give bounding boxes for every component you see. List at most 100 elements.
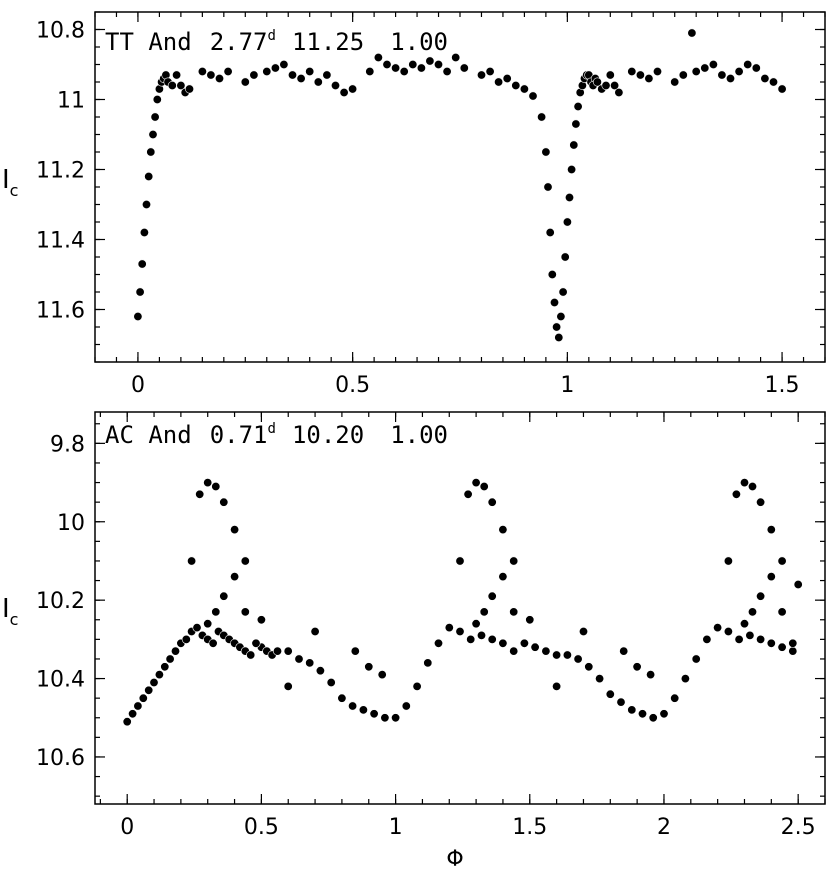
data-point <box>133 311 143 321</box>
x-axis-label: Φ <box>446 847 463 872</box>
data-point <box>283 681 293 691</box>
data-point <box>251 638 261 648</box>
data-point <box>459 63 469 73</box>
y-tick-label: 10.4 <box>36 668 85 693</box>
data-point <box>605 70 615 80</box>
data-point <box>549 297 559 307</box>
data-point <box>545 228 555 238</box>
y-tick-label: 9.8 <box>50 432 85 457</box>
data-point <box>246 650 256 660</box>
star-name: TT And <box>105 28 192 56</box>
data-point <box>766 572 776 582</box>
data-point <box>365 67 375 77</box>
data-point <box>219 497 229 507</box>
data-point <box>509 556 519 566</box>
x-tick-label: 2 <box>657 815 671 840</box>
data-point <box>455 556 465 566</box>
data-point <box>230 572 240 582</box>
data-point <box>632 662 642 672</box>
y-label-main: I <box>2 594 10 624</box>
data-point <box>150 112 160 122</box>
data-point <box>713 623 723 633</box>
points-top <box>133 28 787 342</box>
data-point <box>144 685 154 695</box>
plot-frame-bottom <box>94 411 826 805</box>
data-point <box>451 52 461 62</box>
period-unit: d <box>268 28 276 44</box>
data-point <box>610 81 620 91</box>
data-point <box>160 662 170 672</box>
data-point <box>337 693 347 703</box>
data-point <box>310 626 320 636</box>
data-point <box>423 658 433 668</box>
data-point <box>192 623 202 633</box>
data-point <box>223 67 233 77</box>
data-point <box>442 67 452 77</box>
data-point <box>176 81 186 91</box>
data-point <box>215 74 225 84</box>
data-point <box>165 654 175 664</box>
data-point <box>571 119 581 129</box>
data-point <box>391 713 401 723</box>
data-point <box>723 626 733 636</box>
data-point <box>569 140 579 150</box>
data-point <box>305 658 315 668</box>
data-point <box>479 607 489 617</box>
data-point <box>616 697 626 707</box>
y-axis-label-bottom: Ic <box>2 594 18 629</box>
data-point <box>745 630 755 640</box>
data-point <box>154 670 164 680</box>
data-point <box>670 77 680 87</box>
y-label-sub: c <box>10 181 19 200</box>
data-point <box>734 634 744 644</box>
data-point <box>471 619 481 629</box>
data-point <box>498 525 508 535</box>
data-point <box>605 689 615 699</box>
data-point <box>614 88 624 98</box>
data-point <box>498 572 508 582</box>
data-point <box>313 77 323 87</box>
data-point <box>541 646 551 656</box>
data-point <box>766 525 776 535</box>
data-point <box>725 74 735 84</box>
data-point <box>339 88 349 98</box>
data-point <box>348 701 358 711</box>
data-point <box>777 84 787 94</box>
data-point <box>578 626 588 636</box>
data-point <box>208 638 218 648</box>
data-point <box>471 478 481 488</box>
data-point <box>171 646 181 656</box>
y-tick-label: 11.6 <box>36 299 85 324</box>
x-tick-label: 0.5 <box>244 815 279 840</box>
data-point <box>637 709 647 719</box>
data-point <box>206 70 216 80</box>
data-point <box>144 172 154 182</box>
data-point <box>717 70 727 80</box>
data-point <box>756 497 766 507</box>
data-point <box>364 662 374 672</box>
data-point <box>627 705 637 715</box>
data-point <box>466 634 476 644</box>
data-point <box>279 59 289 69</box>
data-point <box>756 634 766 644</box>
y-tick-label: 10 <box>57 511 85 536</box>
data-point <box>592 77 602 87</box>
data-point <box>172 70 182 80</box>
data-point <box>262 67 272 77</box>
period-unit: d <box>268 421 276 437</box>
data-point <box>747 607 757 617</box>
data-point <box>240 77 250 87</box>
x-tick-label: 0.5 <box>335 373 370 398</box>
data-point <box>408 59 418 69</box>
data-point <box>373 52 383 62</box>
data-point <box>644 74 654 84</box>
x-tick-label: 1 <box>560 373 574 398</box>
data-point <box>723 556 733 566</box>
data-point <box>350 646 360 656</box>
data-point <box>646 670 656 680</box>
data-point <box>358 705 368 715</box>
ticks-bottom <box>95 412 826 804</box>
data-point <box>322 70 332 80</box>
data-point <box>138 693 148 703</box>
data-point <box>272 646 282 656</box>
